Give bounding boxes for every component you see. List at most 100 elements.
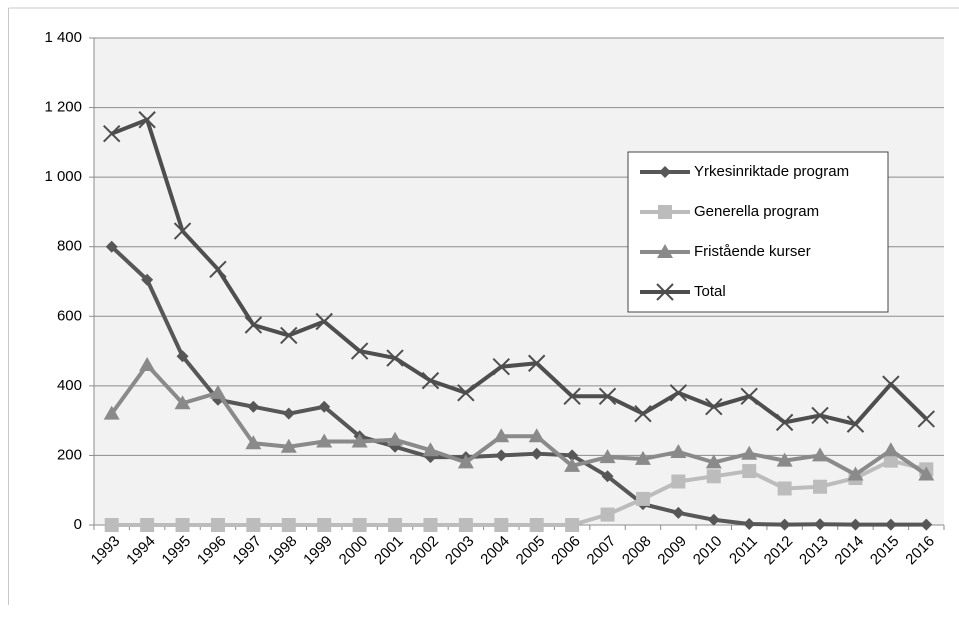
y-tick-label: 600 bbox=[57, 307, 82, 324]
data-point bbox=[210, 518, 225, 532]
data-point bbox=[386, 349, 404, 367]
data-point bbox=[457, 454, 474, 469]
x-tick-label: 2004 bbox=[477, 533, 513, 569]
data-point bbox=[244, 316, 263, 334]
data-point bbox=[174, 395, 191, 410]
x-tick-label: 2012 bbox=[761, 533, 797, 569]
data-point bbox=[421, 371, 440, 390]
data-point bbox=[387, 431, 404, 446]
data-point bbox=[707, 513, 720, 526]
data-point bbox=[882, 442, 899, 457]
x-tick-label: 2010 bbox=[690, 533, 726, 569]
data-point bbox=[388, 518, 403, 532]
data-point bbox=[280, 326, 298, 345]
data-point bbox=[601, 470, 614, 483]
data-point bbox=[281, 518, 296, 532]
legend-label: Yrkesinriktade program bbox=[694, 163, 849, 180]
data-point bbox=[352, 518, 367, 532]
x-tick-label: 2016 bbox=[902, 533, 938, 569]
data-point bbox=[105, 240, 118, 253]
y-tick-label: 0 bbox=[74, 516, 82, 533]
data-point bbox=[247, 400, 260, 413]
data-point bbox=[529, 518, 544, 532]
legend-label: Total bbox=[694, 283, 726, 300]
legend-marker bbox=[658, 205, 672, 219]
data-point bbox=[175, 518, 190, 532]
data-point bbox=[847, 466, 864, 481]
data-point bbox=[882, 375, 900, 393]
x-tick-label: 1998 bbox=[265, 533, 301, 569]
x-tick-label: 2007 bbox=[584, 533, 620, 569]
data-point bbox=[492, 358, 510, 376]
data-point bbox=[565, 518, 580, 532]
data-point bbox=[103, 405, 120, 420]
data-point bbox=[317, 518, 332, 532]
data-point bbox=[671, 474, 686, 489]
data-point bbox=[564, 457, 581, 472]
series-line bbox=[110, 362, 928, 477]
data-point bbox=[883, 453, 898, 468]
data-point bbox=[494, 518, 509, 532]
data-point bbox=[528, 354, 546, 372]
data-point bbox=[918, 466, 935, 481]
data-point bbox=[670, 443, 687, 458]
data-point bbox=[140, 518, 155, 532]
x-tick-label: 1993 bbox=[88, 533, 124, 569]
data-point bbox=[282, 407, 295, 420]
x-tick-label: 2000 bbox=[336, 533, 372, 569]
data-point bbox=[814, 518, 827, 531]
legend-label: Generella program bbox=[694, 203, 819, 220]
data-point bbox=[422, 442, 439, 457]
data-point bbox=[778, 518, 791, 531]
x-tick-label: 2003 bbox=[442, 533, 478, 569]
x-tick-label: 2002 bbox=[406, 533, 442, 569]
data-point bbox=[917, 410, 935, 428]
y-tick-label: 1 400 bbox=[44, 29, 82, 46]
data-point bbox=[141, 273, 154, 286]
x-tick-label: 2009 bbox=[654, 533, 690, 569]
data-point bbox=[775, 413, 794, 432]
data-point bbox=[493, 428, 510, 443]
data-point bbox=[705, 398, 723, 416]
data-point bbox=[599, 449, 616, 464]
x-tick-label: 2001 bbox=[371, 533, 407, 569]
x-tick-label: 2006 bbox=[548, 533, 584, 569]
data-point bbox=[741, 445, 758, 460]
data-point bbox=[740, 387, 758, 406]
data-point bbox=[566, 449, 579, 462]
x-tick-label: 2008 bbox=[619, 533, 655, 569]
x-tick-label: 1996 bbox=[194, 533, 230, 569]
x-tick-label: 2005 bbox=[513, 533, 549, 569]
x-tick-label: 2015 bbox=[867, 533, 903, 569]
data-point bbox=[246, 518, 261, 532]
data-point bbox=[209, 384, 226, 399]
series-line bbox=[110, 117, 928, 427]
data-point bbox=[812, 447, 829, 462]
y-tick-label: 1 000 bbox=[44, 168, 82, 185]
y-tick-label: 200 bbox=[57, 446, 82, 463]
legend-marker bbox=[659, 166, 671, 178]
data-point bbox=[350, 342, 369, 360]
data-point bbox=[811, 406, 829, 425]
data-point bbox=[706, 469, 721, 484]
data-point bbox=[173, 222, 192, 240]
data-point bbox=[104, 518, 119, 532]
data-point bbox=[563, 387, 581, 406]
data-point bbox=[139, 356, 156, 371]
data-point bbox=[884, 518, 897, 531]
data-point bbox=[176, 350, 189, 363]
data-point bbox=[743, 517, 756, 530]
data-point bbox=[423, 518, 438, 532]
data-point bbox=[315, 312, 333, 331]
data-point bbox=[920, 518, 933, 531]
x-tick-label: 2014 bbox=[831, 533, 867, 569]
data-point bbox=[705, 454, 722, 469]
x-tick-label: 1994 bbox=[123, 533, 159, 569]
x-tick-label: 1997 bbox=[229, 533, 265, 569]
legend-marker bbox=[656, 283, 674, 301]
data-point bbox=[530, 447, 543, 460]
data-point bbox=[776, 452, 793, 467]
data-point bbox=[138, 111, 156, 129]
data-point bbox=[813, 479, 828, 494]
data-point bbox=[351, 433, 368, 448]
